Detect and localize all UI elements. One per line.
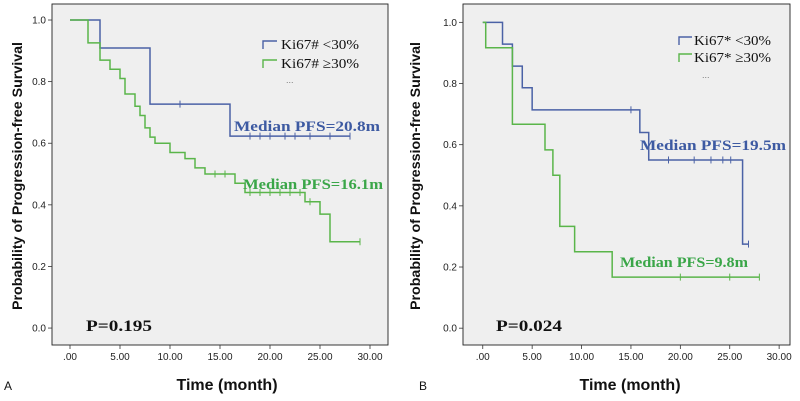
legend-item: Ki67# <30% <box>262 38 359 53</box>
median-pfs-label: Median PFS=20.8m <box>234 119 381 135</box>
panel-label: B <box>419 379 427 393</box>
y-tick-label: 0.2 <box>32 262 46 273</box>
y-tick-label: 0.8 <box>32 77 46 88</box>
legend: Ki67# <30% Ki67# ≥30% ... <box>262 38 359 85</box>
km-curve-below-30 <box>70 19 350 137</box>
p-value: P=0.024 <box>496 318 562 335</box>
x-tick-label: .00 <box>63 352 77 363</box>
plot-area <box>462 3 791 346</box>
legend-swatch <box>262 59 277 68</box>
legend-item: Ki67* ≥30% <box>678 51 771 66</box>
median-pfs-label: Median PFS=16.1m <box>243 177 384 193</box>
y-axis-title: Probability of Progression-free Survival <box>407 42 423 310</box>
legend-item: Ki67# ≥30% <box>262 57 359 72</box>
x-axis-title: Time (month) <box>176 377 277 394</box>
legend-label: Ki67* <30% <box>694 34 771 49</box>
panel-label: A <box>4 379 12 393</box>
y-tick-label: 0.2 <box>443 263 457 274</box>
x-tick-label: 15.00 <box>618 352 643 363</box>
legend-label: Ki67# <30% <box>281 38 359 53</box>
legend-swatch <box>678 53 692 62</box>
x-tick-label: .00 <box>476 352 490 363</box>
legend: Ki67* <30% Ki67* ≥30% ... <box>678 34 771 80</box>
legend-label: Ki67* ≥30% <box>694 51 771 66</box>
panel-a: 0.0 0.2 0.4 0.6 0.8 1.0 .00 5.00 10.00 15.00 20.00… <box>4 3 389 394</box>
x-tick-label: 10.00 <box>569 352 594 363</box>
x-tick-label: 20.00 <box>257 352 282 363</box>
legend-note: ... <box>286 75 294 85</box>
median-pfs-label: Median PFS=19.5m <box>640 138 787 154</box>
x-tick-label: 15.00 <box>207 352 232 363</box>
legend-note: ... <box>702 70 710 80</box>
y-tick-label: 0.6 <box>443 140 457 151</box>
y-tick-label: 1.0 <box>443 18 457 29</box>
x-tick-label: 5.00 <box>522 352 542 363</box>
x-tick-label: 20.00 <box>668 352 693 363</box>
y-tick-label: 0.0 <box>32 324 46 335</box>
x-tick-label: 30.00 <box>767 352 792 363</box>
x-tick-label: 25.00 <box>717 352 742 363</box>
y-tick-label: 0.4 <box>443 201 457 212</box>
y-axis-title: Probability of Progression-free Survival <box>9 42 25 310</box>
x-tick-label: 5.00 <box>110 352 130 363</box>
y-tick-label: 0.8 <box>443 79 457 90</box>
median-pfs-label: Median PFS=9.8m <box>620 255 749 271</box>
legend-item: Ki67* <30% <box>678 34 771 49</box>
legend-label: Ki67# ≥30% <box>281 57 359 72</box>
y-tick-label: 0.4 <box>32 200 46 211</box>
legend-swatch <box>262 40 277 49</box>
y-tick-label: 0.6 <box>32 139 46 150</box>
y-tick-label: 1.0 <box>32 16 46 27</box>
y-tick-label: 0.0 <box>443 324 457 335</box>
legend-swatch <box>678 36 692 45</box>
p-value: P=0.195 <box>86 318 152 335</box>
panel-b: 0.0 0.2 0.4 0.6 0.8 1.0 .00 5.00 10.00 15.00 20.00… <box>407 3 792 394</box>
x-axis-title: Time (month) <box>579 377 680 394</box>
km-curve-above-30 <box>70 19 360 243</box>
x-tick-label: 30.00 <box>357 352 382 363</box>
chart-marks: 0.0 0.2 0.4 0.6 0.8 1.0 .00 5.00 10.00 15.00 20.00… <box>32 16 383 363</box>
x-tick-label: 10.00 <box>157 352 182 363</box>
x-tick-label: 25.00 <box>307 352 332 363</box>
km-curve-above-30 <box>482 21 760 278</box>
km-curve-below-30 <box>482 21 749 245</box>
chart-marks: 0.0 0.2 0.4 0.6 0.8 1.0 .00 5.00 10.00 15.00 20.00… <box>443 18 792 363</box>
